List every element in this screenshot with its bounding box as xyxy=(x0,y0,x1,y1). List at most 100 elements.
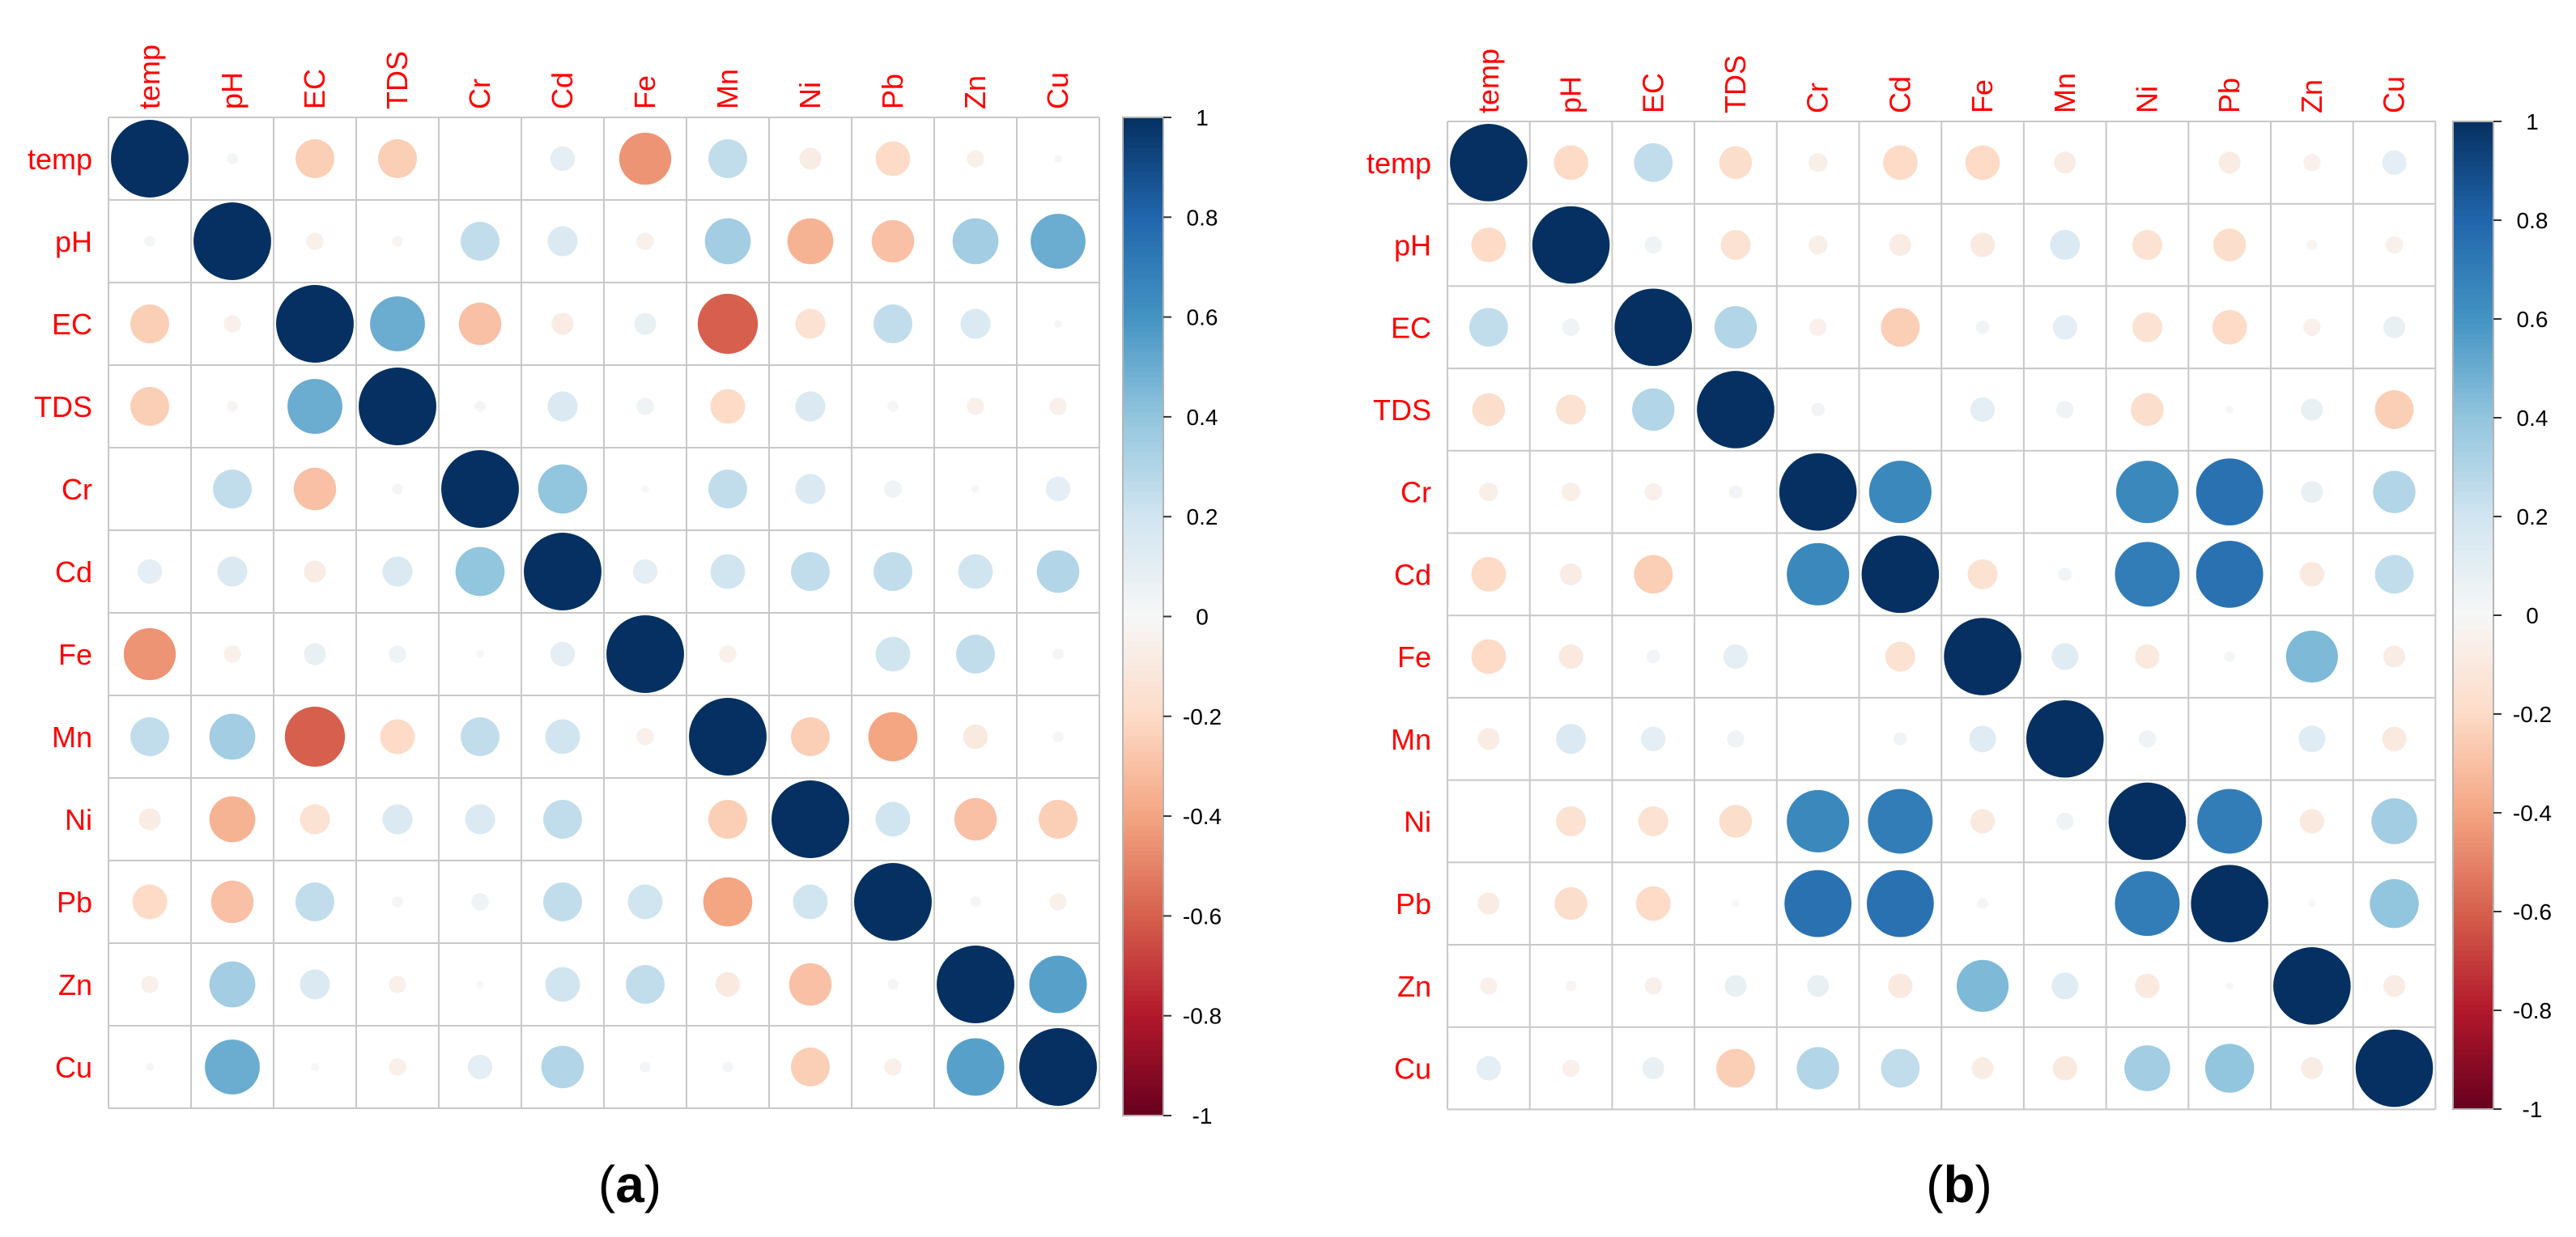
panel-b-row-label: pH xyxy=(1394,229,1431,262)
panel-a-column-label: TDS xyxy=(380,51,414,109)
panel-a-circle-Zn-Cd xyxy=(545,967,580,1002)
panel-a-colorbar-segment xyxy=(1123,1110,1163,1116)
panel-b-circle-EC-Pb xyxy=(2212,309,2247,345)
panel-b-colorbar-segment xyxy=(2453,299,2493,305)
panel-a-colorbar-segment xyxy=(1123,326,1163,333)
panel-a-circle-TDS-Cu xyxy=(1049,397,1067,415)
panel-b-colorbar-segment xyxy=(2453,807,2493,814)
panel-a-circle-Cu-Pb xyxy=(884,1058,902,1076)
panel-b-colorbar-segment xyxy=(2453,477,2493,483)
panel-b-circle-Zn-Fe xyxy=(1956,959,2009,1012)
panel-b-circle-TDS-TDS xyxy=(1697,371,1775,448)
panel-b-circle-Cd-Pb xyxy=(2196,540,2264,608)
panel-b-colorbar-segment xyxy=(2453,141,2493,147)
panel-a-circle-Fe-Zn xyxy=(956,635,995,674)
panel-b-colorbar-segment xyxy=(2453,625,2493,631)
panel-b-colorbar-tick-label: 1 xyxy=(2526,109,2539,134)
panel-a-colorbar-segment xyxy=(1123,416,1163,423)
panel-a-colorbar-segment xyxy=(1123,801,1163,807)
panel-b-circle-Zn-temp xyxy=(1480,977,1498,995)
panel-b-circle-Fe-Ni xyxy=(2135,644,2160,670)
panel-b-colorbar-segment xyxy=(2453,1035,2493,1041)
panel-a-colorbar-tick-label: -1 xyxy=(1192,1103,1213,1129)
panel-a-colorbar-segment xyxy=(1123,446,1163,453)
panel-a-circle-temp-Fe xyxy=(618,132,672,185)
panel-a-circle-Mn-Cd xyxy=(545,719,580,755)
panel-a-colorbar-segment xyxy=(1123,436,1163,443)
panel-b-circle-Fe-Pb xyxy=(2224,651,2235,662)
panel-a-colorbar-segment xyxy=(1123,726,1163,733)
panel-a-colorbar-segment xyxy=(1123,561,1163,567)
panel-b-circle-temp-Cd xyxy=(1882,145,1918,181)
panel-b-colorbar-segment xyxy=(2453,244,2493,251)
panel-a-circle-TDS-Zn xyxy=(967,397,984,415)
panel-b-row-label: Fe xyxy=(1397,640,1431,674)
panel-b-colorbar-segment xyxy=(2453,511,2493,517)
panel-b-circle-Fe-Zn xyxy=(2285,630,2338,683)
panel-b-colorbar-segment xyxy=(2453,1030,2493,1036)
panel-b-circle-Pb-EC xyxy=(1635,886,1671,921)
panel-a-colorbar-segment xyxy=(1123,920,1163,927)
panel-b-circle-Mn-Fe xyxy=(1969,725,1996,753)
panel-b-colorbar-segment xyxy=(2453,966,2493,971)
panel-b-colorbar-segment xyxy=(2453,155,2493,162)
panel-a-circle-EC-Cr xyxy=(458,302,502,346)
panel-b-colorbar-segment xyxy=(2453,447,2493,453)
panel-b-colorbar-tick-label: 0.8 xyxy=(2517,208,2548,233)
panel-b-colorbar-segment xyxy=(2453,852,2493,858)
panel-a-colorbar-segment xyxy=(1123,261,1163,268)
panel-a-column-label: EC xyxy=(298,69,331,109)
panel-a-colorbar-segment xyxy=(1123,232,1163,238)
panel-a-circle-Cu-EC xyxy=(311,1063,319,1071)
panel-a-colorbar-segment xyxy=(1123,192,1163,198)
panel-a-colorbar-segment xyxy=(1123,431,1163,438)
panel-a-row-label: Cu xyxy=(55,1051,92,1084)
panel-a-circle-EC-temp xyxy=(130,304,169,343)
panel-a-circle-Cu-Fe xyxy=(640,1061,651,1073)
panel-b-colorbar-segment xyxy=(2453,516,2493,522)
panel-a-colorbar-segment xyxy=(1123,162,1163,168)
panel-a-circle-Fe-Pb xyxy=(875,636,911,672)
panel-a-colorbar-segment xyxy=(1123,826,1163,832)
panel-b-colorbar-segment xyxy=(2453,576,2493,582)
panel-b-colorbar-segment xyxy=(2453,694,2493,700)
panel-a-circle-Ni-Zn xyxy=(954,797,997,841)
panel-a-colorbar-segment xyxy=(1123,551,1163,558)
panel-b-colorbar-segment xyxy=(2453,823,2493,829)
panel-b-circle-Cr-Zn xyxy=(2301,481,2323,504)
panel-a-circle-Ni-Cr xyxy=(465,804,495,835)
panel-b-row-label: Mn xyxy=(1391,723,1431,756)
panel-a-colorbar-segment xyxy=(1123,851,1163,857)
panel-b-row-labels: temp pH EC TDS Cr Cd Fe Mn Ni Pb Zn Cu xyxy=(1367,147,1431,1086)
panel-a-colorbar-segment xyxy=(1123,1035,1163,1042)
panel-b-circle-pH-Zn xyxy=(2306,239,2318,251)
panel-b-circle-Pb-pH xyxy=(1554,886,1588,920)
panel-a-colorbar-segment xyxy=(1123,621,1163,627)
panel-a-circle-Cd-Cd xyxy=(524,533,601,610)
panel-b-circle-Ni-EC xyxy=(1638,806,1668,836)
panel-b-colorbar-segment xyxy=(2453,600,2493,606)
panel-a-circle-temp-temp xyxy=(111,120,189,198)
panel-b-circle-Zn-Pb xyxy=(2225,982,2234,990)
panel-b-colorbar-segment xyxy=(2453,674,2493,681)
panel-b-colorbar-segment xyxy=(2453,980,2493,987)
panel-b-colorbar-segment xyxy=(2453,867,2493,873)
panel-a-colorbar-segment xyxy=(1123,1001,1163,1007)
panel-a-circle-TDS-TDS xyxy=(359,368,436,445)
panel-a-colorbar-segment xyxy=(1123,840,1163,847)
panel-b-colorbar-segment xyxy=(2453,289,2493,295)
panel-a-colorbar-segment xyxy=(1123,317,1163,323)
panel-b-colorbar-segment xyxy=(2453,348,2493,355)
panel-a-colorbar-segment xyxy=(1123,955,1163,962)
panel-b-circle-TDS-Fe xyxy=(1970,397,1996,423)
panel-b-colorbar-segment xyxy=(2453,383,2493,389)
panel-b-colorbar-segment xyxy=(2453,482,2493,488)
panel-a-colorbar-segment xyxy=(1123,891,1163,897)
panel-b-colorbar-segment xyxy=(2453,324,2493,329)
panel-a-colorbar-segment xyxy=(1123,911,1163,917)
panel-b-colorbar-segment xyxy=(2453,778,2493,784)
panel-a-colorbar-segment xyxy=(1123,362,1163,368)
panel-b-circle-Mn-Cd xyxy=(1894,732,1907,746)
panel-a-colorbar-segment xyxy=(1123,881,1163,887)
panel-a-colorbar-tick-label: -0.2 xyxy=(1183,704,1222,729)
